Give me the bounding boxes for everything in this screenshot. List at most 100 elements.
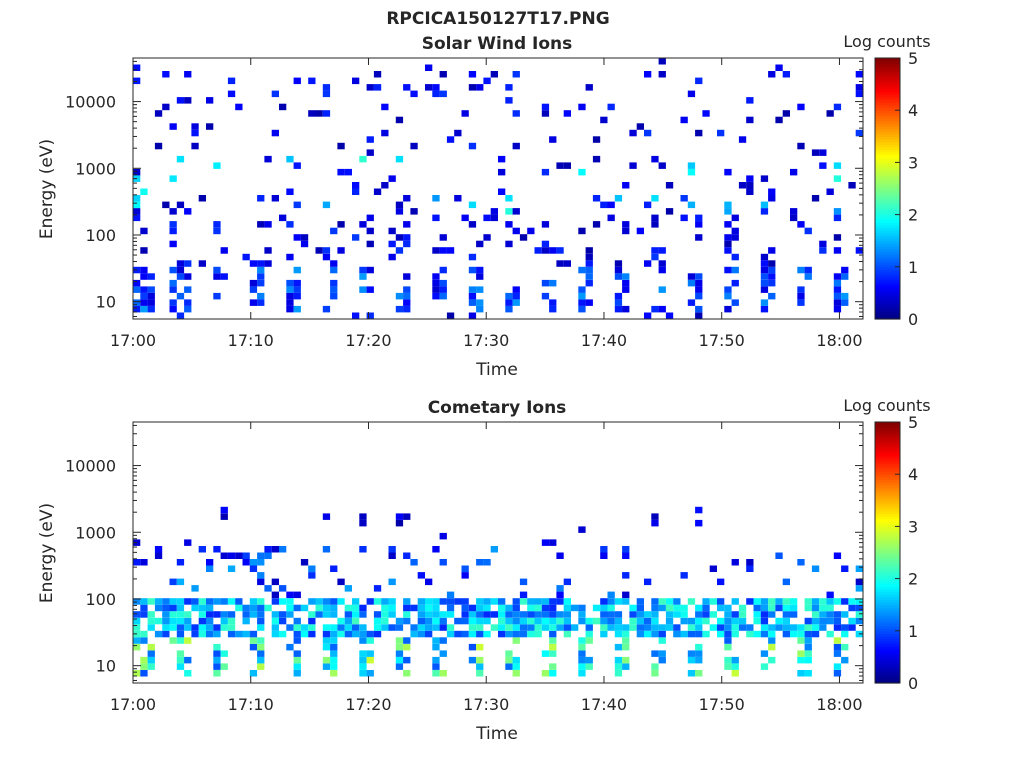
heatmap-cell	[271, 546, 279, 553]
heatmap-cell	[680, 611, 688, 618]
heatmap-cell	[154, 110, 163, 117]
heatmap-cell	[512, 624, 520, 631]
heatmap-cell	[169, 611, 177, 618]
heatmap-cell	[403, 670, 411, 677]
heatmap-cell	[483, 214, 491, 222]
heatmap-cell	[775, 617, 783, 625]
heatmap-cell	[403, 617, 411, 625]
heatmap-cell	[607, 214, 615, 222]
heatmap-cell	[804, 637, 812, 644]
heatmap-cell	[468, 253, 477, 261]
heatmap-cell	[549, 637, 557, 644]
heatmap-cell	[512, 208, 520, 215]
heatmap-cell	[811, 630, 820, 638]
colorbar-segment	[875, 89, 900, 93]
heatmap-cell	[140, 630, 148, 638]
colorbar-segment	[875, 251, 900, 255]
heatmap-cell	[826, 630, 834, 638]
colorbar-segment	[875, 238, 900, 242]
heatmap-cell	[257, 559, 265, 566]
heatmap-cell	[322, 84, 331, 91]
y-tick-label: 100	[85, 590, 116, 609]
heatmap-cell	[541, 624, 550, 631]
heatmap-cell	[206, 97, 214, 104]
colorbar-segment	[875, 468, 900, 473]
heatmap-cell	[279, 617, 287, 625]
heatmap-cell	[140, 670, 148, 677]
heatmap-cell	[446, 312, 455, 319]
heatmap-cell	[687, 273, 696, 280]
heatmap-cell	[724, 611, 732, 618]
heatmap-cell	[724, 630, 732, 638]
heatmap-cell	[366, 656, 374, 664]
colorbar-segment	[875, 646, 900, 650]
heatmap-cell	[614, 656, 623, 664]
heatmap-cell	[271, 630, 279, 638]
colorbar-segment	[875, 63, 900, 67]
heatmap-cell	[505, 663, 513, 670]
heatmap-cell	[366, 149, 374, 156]
heatmap-cell	[476, 305, 484, 313]
heatmap-cell	[709, 611, 717, 618]
colorbar-tick-label: 5	[908, 49, 918, 68]
heatmap-cell	[249, 565, 258, 572]
colorbar-segment	[875, 649, 900, 653]
heatmap-cell	[731, 559, 739, 566]
heatmap-cell	[629, 162, 637, 169]
heatmap-cell	[775, 552, 783, 559]
colorbar-segment	[875, 311, 900, 315]
heatmap-cell	[446, 630, 455, 638]
colorbar-segment	[875, 677, 900, 681]
heatmap-cell	[644, 617, 652, 625]
heatmap-cell	[549, 539, 557, 546]
heatmap-cell	[760, 208, 769, 215]
heatmap-cell	[644, 630, 652, 638]
heatmap-cell	[483, 559, 491, 566]
heatmap-cell	[768, 598, 776, 605]
heatmap-cell	[738, 624, 747, 631]
heatmap-cell	[198, 195, 206, 202]
heatmap-cell	[578, 637, 586, 644]
heatmap-cell	[512, 71, 520, 78]
colorbar-segment	[875, 497, 900, 501]
heatmap-cell	[213, 611, 221, 618]
heatmap-cell	[344, 585, 352, 592]
x-tick-label: 17:20	[345, 695, 391, 714]
heatmap-cell	[768, 260, 776, 267]
colorbar-segment	[875, 510, 900, 514]
heatmap-cell	[381, 103, 389, 111]
heatmap-cell	[476, 559, 484, 566]
heatmap-cell	[395, 513, 404, 520]
heatmap-cell	[432, 663, 440, 670]
heatmap-cell	[563, 611, 571, 618]
heatmap-cell	[425, 598, 433, 605]
heatmap-cell	[549, 617, 557, 625]
heatmap-cell	[359, 637, 367, 644]
heatmap-cell	[505, 221, 513, 228]
heatmap-cell	[403, 611, 411, 618]
heatmap-cell	[578, 611, 586, 618]
heatmap-cell	[534, 630, 542, 638]
heatmap-cell	[381, 624, 389, 631]
heatmap-cell	[512, 637, 520, 644]
heatmap-cell	[147, 286, 155, 293]
heatmap-cell	[468, 656, 477, 664]
colorbar-segment	[875, 211, 900, 216]
heatmap-cell	[636, 630, 644, 638]
heatmap-cell	[264, 155, 272, 163]
heatmap-cell	[286, 279, 294, 287]
heatmap-cell	[600, 611, 608, 618]
x-tick-label: 17:00	[110, 331, 156, 350]
x-tick-label: 17:30	[463, 331, 509, 350]
heatmap-cell	[607, 103, 615, 111]
heatmap-cell	[498, 188, 506, 195]
heatmap-cell	[614, 630, 623, 638]
heatmap-cell	[446, 136, 455, 143]
heatmap-cell	[702, 110, 710, 117]
heatmap-cell	[213, 598, 221, 605]
heatmap-cell	[585, 84, 593, 91]
heatmap-cell	[403, 273, 411, 280]
colorbar-segment	[875, 599, 900, 603]
heatmap-cell	[658, 305, 666, 313]
heatmap-cell	[614, 299, 623, 306]
